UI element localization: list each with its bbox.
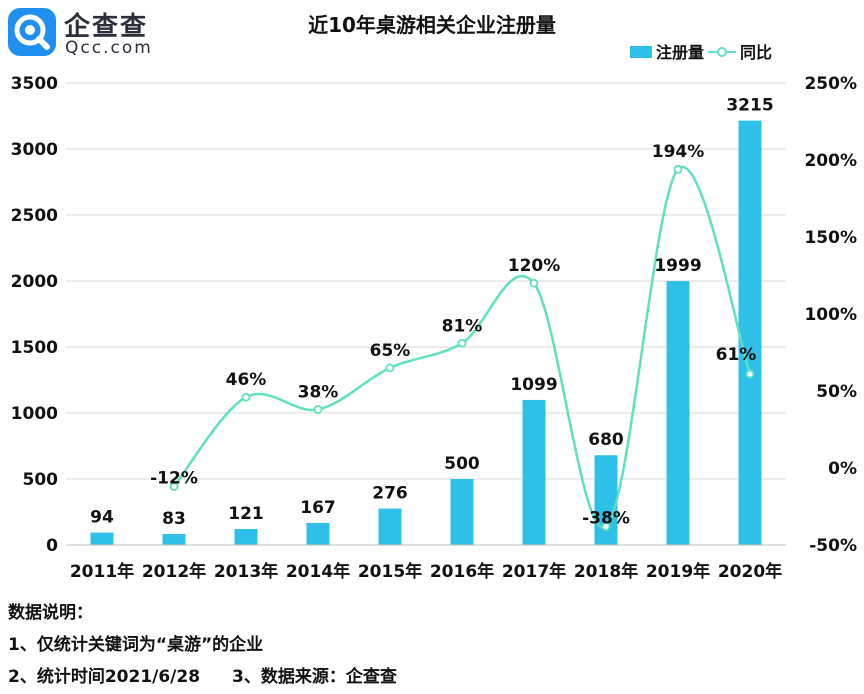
bar [234, 529, 258, 545]
y-right-tick-label: 200% [804, 151, 857, 171]
x-tick-label: 2017年 [502, 561, 566, 582]
line-value-label: -38% [582, 509, 630, 529]
x-tick-label: 2020年 [718, 561, 782, 582]
line-value-label: 65% [370, 341, 411, 361]
line-value-label: 81% [442, 316, 483, 336]
chart-title: 近10年桌游相关企业注册量 [308, 13, 556, 37]
y-right-tick-label: 0% [828, 459, 857, 479]
y-right-tick-label: 150% [804, 228, 857, 248]
line-point [673, 164, 683, 174]
line-value-label: 194% [652, 142, 705, 162]
notes-heading: 数据说明： [8, 603, 93, 623]
line-point [745, 369, 755, 379]
x-tick-label: 2019年 [646, 561, 710, 582]
bar [378, 508, 402, 545]
legend-bar-label: 注册量 [656, 43, 704, 62]
x-tick-label: 2013年 [214, 561, 278, 582]
y-left-tick-label: 1000 [11, 404, 58, 424]
logo-name: 企查查 [64, 12, 149, 42]
y-right-tick-label: -50% [809, 536, 857, 556]
bar-value-label: 500 [444, 454, 480, 474]
x-tick-label: 2018年 [574, 561, 638, 582]
logo-domain: Qcc.com [65, 38, 153, 58]
bar-value-label: 94 [90, 508, 114, 528]
qcc-logo-icon [8, 8, 56, 56]
y-left-tick-label: 2500 [11, 206, 58, 226]
notes-line-1: 1、仅统计关键词为“桌游”的企业 [8, 635, 264, 655]
bar-value-label: 83 [162, 509, 186, 529]
legend-line-marker [717, 47, 727, 57]
line-point [313, 405, 323, 414]
logo: 企查查 Qcc.com [8, 6, 168, 60]
notes-line-2a: 2、统计时间2021/6/28 [8, 667, 201, 687]
y-right-tick-label: 100% [804, 305, 857, 325]
y-left-tick-label: 0 [46, 536, 58, 556]
x-tick-label: 2014年 [286, 561, 350, 582]
line-point [241, 392, 251, 402]
legend-line-label: 同比 [740, 43, 772, 62]
x-tick-label: 2011年 [70, 561, 134, 582]
y-left-tick-label: 500 [23, 470, 59, 490]
bar-value-label: 276 [372, 484, 408, 504]
chart: 近10年桌游相关企业注册量 注册量 同比 94 83 121 167 276 500 109… [11, 13, 857, 582]
y-left-tick-label: 3500 [11, 74, 58, 94]
line-value-label: 120% [508, 256, 561, 276]
line-point [601, 522, 611, 531]
y-right-tick-label: 250% [804, 74, 857, 94]
line-value-label: 38% [298, 382, 339, 402]
line-point [385, 363, 395, 373]
x-tick-label: 2015年 [358, 561, 422, 582]
notes-line-2b: 3、数据来源：企查查 [232, 667, 397, 687]
bar [162, 534, 186, 545]
legend-bar-swatch [630, 46, 652, 58]
bar [522, 399, 546, 545]
bar-value-label: 1099 [510, 375, 557, 395]
bar [666, 281, 690, 545]
x-tick-label: 2016年 [430, 561, 494, 582]
bar [450, 479, 474, 545]
bar-value-label: 680 [588, 430, 624, 450]
legend: 注册量 同比 [630, 43, 772, 62]
bar [90, 532, 114, 545]
bar-value-label: 1999 [654, 256, 701, 276]
line-point [457, 338, 467, 348]
bar [306, 522, 330, 545]
y-left-tick-label: 2000 [11, 272, 58, 292]
bar-value-label: 121 [228, 504, 264, 524]
bar-value-label: 3215 [726, 96, 773, 116]
line-point [169, 482, 179, 491]
y-left-tick-label: 3000 [11, 140, 58, 160]
y-right-tick-label: 50% [816, 382, 857, 402]
bar-value-label: 167 [300, 498, 336, 518]
y-left-tick-label: 1500 [11, 338, 58, 358]
x-tick-label: 2012年 [142, 561, 206, 582]
line-value-label: 61% [716, 345, 757, 365]
line-point [529, 278, 539, 288]
line-value-label: -12% [150, 468, 198, 488]
bar [738, 120, 762, 546]
line-value-label: 46% [226, 370, 267, 390]
bar [594, 455, 618, 545]
